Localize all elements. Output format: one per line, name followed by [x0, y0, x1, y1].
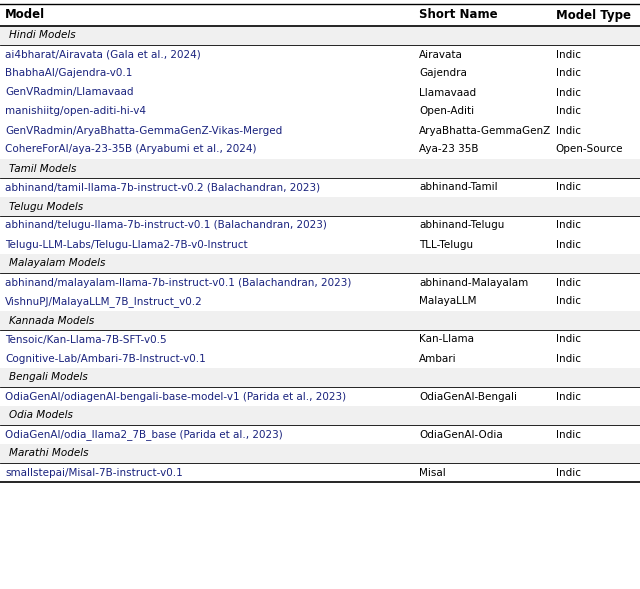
Text: Indic: Indic [556, 353, 580, 363]
Text: GenVRadmin/Llamavaad: GenVRadmin/Llamavaad [5, 88, 134, 98]
Text: abhinand/telugu-llama-7b-instruct-v0.1 (Balachandran, 2023): abhinand/telugu-llama-7b-instruct-v0.1 (… [5, 220, 327, 230]
Text: Indic: Indic [556, 240, 580, 250]
Text: Malayalam Models: Malayalam Models [9, 259, 106, 269]
Text: Model: Model [5, 8, 45, 22]
Text: Telugu-LLM-Labs/Telugu-Llama2-7B-v0-Instruct: Telugu-LLM-Labs/Telugu-Llama2-7B-v0-Inst… [5, 240, 248, 250]
Text: ai4bharat/Airavata (Gala et al., 2024): ai4bharat/Airavata (Gala et al., 2024) [5, 49, 201, 59]
Bar [0, 26, 640, 45]
Text: Indic: Indic [556, 296, 580, 306]
Text: Indic: Indic [556, 88, 580, 98]
Text: Indic: Indic [556, 429, 580, 439]
Text: OdiaGenAI/odiagenAI-bengali-base-model-v1 (Parida et al., 2023): OdiaGenAI/odiagenAI-bengali-base-model-v… [5, 392, 346, 402]
Text: CohereForAI/aya-23-35B (Aryabumi et al., 2024): CohereForAI/aya-23-35B (Aryabumi et al.,… [5, 144, 257, 154]
Text: Marathi Models: Marathi Models [9, 448, 88, 458]
Text: OdiaGenAI-Bengali: OdiaGenAI-Bengali [419, 392, 517, 402]
Text: abhinand-Tamil: abhinand-Tamil [419, 183, 498, 193]
Bar [0, 254, 640, 273]
Text: Open-Aditi: Open-Aditi [419, 107, 474, 117]
Text: Odia Models: Odia Models [9, 411, 73, 421]
Text: Kannada Models: Kannada Models [9, 316, 94, 326]
Text: Ambari: Ambari [419, 353, 457, 363]
Text: abhinand-Malayalam: abhinand-Malayalam [419, 277, 529, 287]
Text: GenVRadmin/AryaBhatta-GemmaGenZ-Vikas-Merged: GenVRadmin/AryaBhatta-GemmaGenZ-Vikas-Me… [5, 125, 282, 135]
Text: abhinand/malayalam-llama-7b-instruct-v0.1 (Balachandran, 2023): abhinand/malayalam-llama-7b-instruct-v0.… [5, 277, 351, 287]
Text: OdiaGenAI-Odia: OdiaGenAI-Odia [419, 429, 503, 439]
Text: Cognitive-Lab/Ambari-7B-Instruct-v0.1: Cognitive-Lab/Ambari-7B-Instruct-v0.1 [5, 353, 206, 363]
Text: OdiaGenAI/odia_llama2_7B_base (Parida et al., 2023): OdiaGenAI/odia_llama2_7B_base (Parida et… [5, 429, 283, 440]
Text: Telugu Models: Telugu Models [9, 201, 83, 211]
Text: Indic: Indic [556, 68, 580, 78]
Text: Indic: Indic [556, 335, 580, 345]
Bar [0, 368, 640, 387]
Text: BhabhaAI/Gajendra-v0.1: BhabhaAI/Gajendra-v0.1 [5, 68, 132, 78]
Text: abhinand-Telugu: abhinand-Telugu [419, 220, 504, 230]
Text: manishiitg/open-aditi-hi-v4: manishiitg/open-aditi-hi-v4 [5, 107, 146, 117]
Text: Model Type: Model Type [556, 8, 630, 22]
Text: Indic: Indic [556, 49, 580, 59]
Text: Hindi Models: Hindi Models [9, 31, 76, 41]
Bar [0, 159, 640, 178]
Text: VishnuPJ/MalayaLLM_7B_Instruct_v0.2: VishnuPJ/MalayaLLM_7B_Instruct_v0.2 [5, 296, 203, 307]
Text: Tensoic/Kan-Llama-7B-SFT-v0.5: Tensoic/Kan-Llama-7B-SFT-v0.5 [5, 335, 167, 345]
Bar [0, 311, 640, 330]
Text: Indic: Indic [556, 468, 580, 478]
Text: Indic: Indic [556, 277, 580, 287]
Text: Indic: Indic [556, 125, 580, 135]
Text: Aya-23 35B: Aya-23 35B [419, 144, 479, 154]
Bar [0, 444, 640, 463]
Text: abhinand/tamil-llama-7b-instruct-v0.2 (Balachandran, 2023): abhinand/tamil-llama-7b-instruct-v0.2 (B… [5, 183, 320, 193]
Text: smallstepai/Misal-7B-instruct-v0.1: smallstepai/Misal-7B-instruct-v0.1 [5, 468, 183, 478]
Text: Short Name: Short Name [419, 8, 498, 22]
Text: Misal: Misal [419, 468, 446, 478]
Text: AryaBhatta-GemmaGenZ: AryaBhatta-GemmaGenZ [419, 125, 552, 135]
Bar [0, 406, 640, 425]
Text: TLL-Telugu: TLL-Telugu [419, 240, 474, 250]
Text: Indic: Indic [556, 220, 580, 230]
Text: Indic: Indic [556, 392, 580, 402]
Bar [0, 197, 640, 216]
Text: Kan-Llama: Kan-Llama [419, 335, 474, 345]
Text: Tamil Models: Tamil Models [9, 164, 77, 174]
Text: Airavata: Airavata [419, 49, 463, 59]
Text: Gajendra: Gajendra [419, 68, 467, 78]
Text: Llamavaad: Llamavaad [419, 88, 476, 98]
Text: MalayaLLM: MalayaLLM [419, 296, 477, 306]
Text: Indic: Indic [556, 107, 580, 117]
Text: Indic: Indic [556, 183, 580, 193]
Text: Bengali Models: Bengali Models [9, 372, 88, 382]
Text: Open-Source: Open-Source [556, 144, 623, 154]
